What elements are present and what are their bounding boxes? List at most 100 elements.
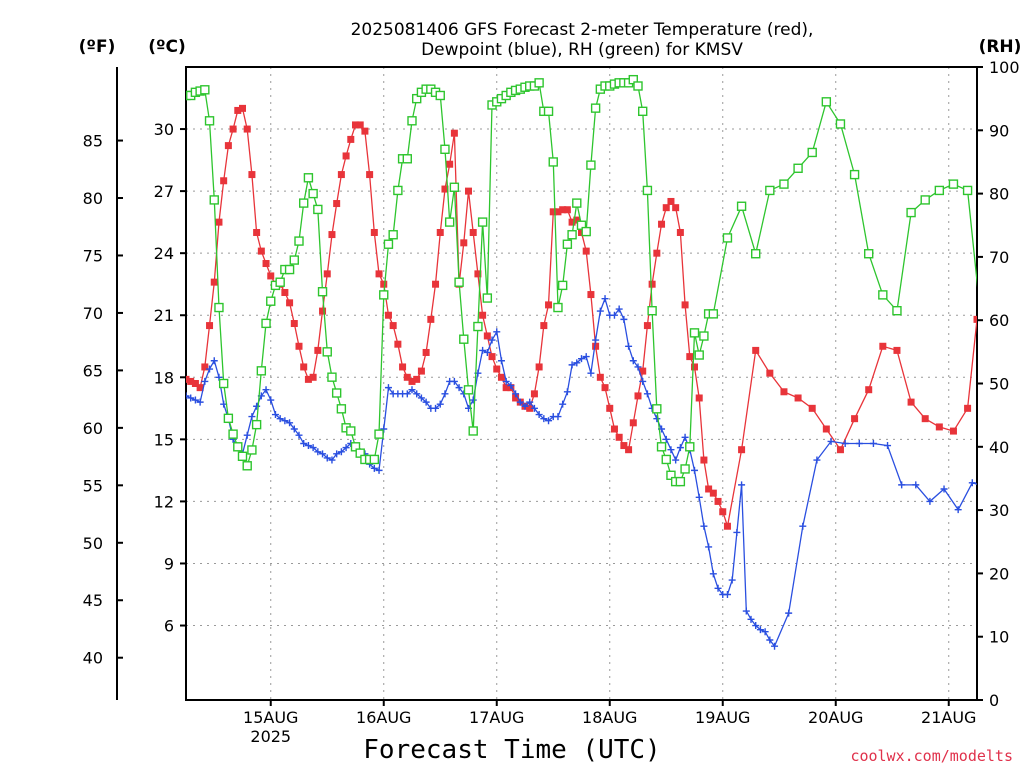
temperature-point	[319, 307, 327, 315]
dewpoint-point	[766, 636, 774, 644]
x-tick-label: 19AUG	[695, 708, 750, 727]
rh-tick-label: 30	[989, 501, 1009, 520]
rh-point	[322, 347, 332, 357]
rh-point	[793, 163, 803, 173]
temperature-point	[794, 394, 802, 402]
temperature-point	[949, 427, 957, 435]
dewpoint-point	[610, 311, 618, 319]
dewpoint-point	[432, 404, 440, 412]
rh-point	[652, 404, 662, 414]
rh-tick-label: 0	[989, 691, 999, 710]
fahrenheit-unit-label: (ºF)	[79, 37, 116, 57]
dewpoint-point	[926, 497, 934, 505]
dewpoint-point	[691, 466, 698, 474]
rh-point	[350, 442, 361, 452]
temperature-point	[328, 231, 336, 239]
dewpoint-point	[370, 464, 378, 472]
temperature-point	[526, 404, 534, 412]
dewpoint-point	[267, 396, 275, 404]
dewpoint-point	[756, 626, 764, 634]
dewpoint-point	[940, 485, 948, 493]
dewpoint-point	[700, 522, 708, 530]
dewpoint-point	[248, 413, 256, 421]
dewpoint-point	[742, 607, 750, 615]
site-credit[interactable]: coolwx.com/modelts	[850, 747, 1013, 765]
dewpoint-point	[714, 584, 722, 592]
temperature-point	[422, 348, 430, 356]
temperature-point	[695, 394, 703, 402]
temperature-point	[578, 228, 585, 236]
rh-point	[256, 366, 267, 376]
dewpoint-point	[747, 615, 755, 623]
dewpoint-point	[601, 295, 609, 303]
rh-point	[482, 293, 493, 303]
dewpoint-point	[954, 506, 962, 514]
rh-point	[346, 426, 356, 436]
temperature-point	[304, 375, 312, 383]
celsius-tick-label: 6	[164, 617, 174, 636]
dewpoint-point	[295, 431, 303, 439]
temperature-point	[658, 220, 666, 228]
dewpoint-point	[479, 346, 487, 354]
temperature-point	[705, 485, 713, 493]
rh-point	[393, 185, 403, 196]
dewpoint-point	[516, 398, 524, 406]
celsius-tick-label: 15	[154, 430, 174, 449]
rh-point	[685, 442, 695, 452]
celsius-tick-label: 27	[154, 182, 174, 201]
rh-unit-label: (RH)	[979, 37, 1022, 57]
temperature-point	[559, 206, 567, 214]
dewpoint-point	[752, 622, 760, 630]
temperature-point	[865, 386, 873, 394]
rh-point	[237, 451, 248, 461]
dewpoint-point	[643, 390, 651, 398]
temperature-point	[530, 390, 538, 398]
temperature-point	[639, 367, 647, 375]
axes: 6 9 12 15 18 21 24 27 30 40 45 50 55 60 65 70 75 80 85 0 10 2…	[83, 58, 1020, 746]
rh-point	[473, 321, 483, 332]
celsius-tick-label: 18	[154, 368, 174, 387]
temperature-point	[554, 208, 562, 216]
rh-tick-label: 80	[989, 185, 1009, 204]
temperature-point	[606, 404, 614, 412]
temperature-point	[432, 280, 440, 288]
temperature-point	[267, 272, 275, 280]
fahrenheit-tick-label: 40	[83, 649, 103, 668]
dewpoint-point	[615, 305, 623, 313]
rh-point	[892, 306, 902, 316]
dewpoint-point	[342, 444, 350, 452]
dewpoint-point	[695, 493, 703, 501]
dewpoint-point	[186, 392, 190, 400]
rh-point	[765, 185, 775, 196]
temperature-point	[333, 200, 341, 208]
dewpoint-point	[540, 415, 548, 423]
dewpoint-point	[771, 642, 779, 650]
rh-point	[477, 217, 488, 227]
dewpoint-point	[578, 355, 585, 363]
temperature-point	[629, 419, 637, 427]
rh-point	[204, 116, 215, 126]
rh-point	[699, 331, 709, 341]
temperature-point	[187, 377, 195, 385]
rh-tick-label: 90	[989, 121, 1009, 140]
dewpoint-point	[210, 357, 218, 365]
temperature-point	[964, 404, 972, 412]
rh-point	[581, 226, 591, 237]
dewpoint-point	[563, 388, 571, 396]
dewpoint-point	[785, 609, 793, 617]
rh-point	[628, 74, 638, 85]
dewpoint-point	[408, 386, 416, 394]
rh-point	[355, 448, 365, 458]
temperature-point	[191, 380, 199, 387]
temperature-point	[201, 363, 209, 371]
temperature-point	[323, 270, 331, 278]
rh-point	[548, 157, 558, 167]
rh-point	[218, 378, 229, 389]
temperature-point	[634, 392, 642, 400]
dewpoint-point	[709, 570, 717, 578]
rh-point	[978, 323, 986, 331]
dewpoint-point	[662, 435, 670, 443]
dewpoint-point	[276, 415, 284, 423]
temperature-point	[483, 332, 491, 340]
